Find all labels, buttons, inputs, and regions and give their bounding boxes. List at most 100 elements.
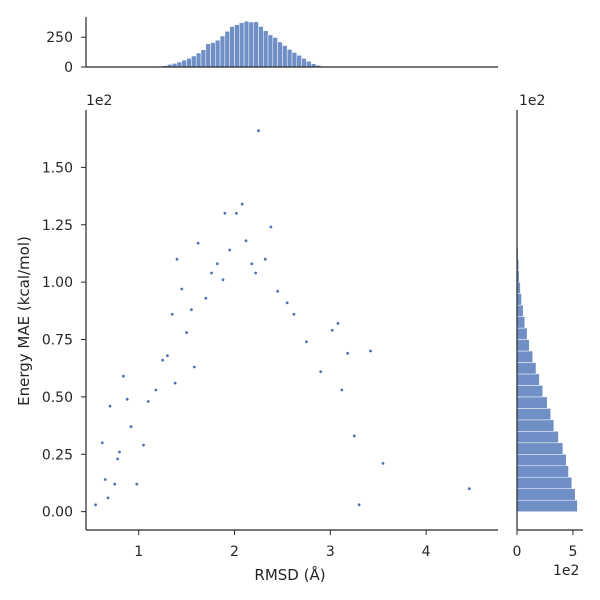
scatter-point: [223, 211, 227, 215]
top-histogram-bar: [215, 39, 221, 68]
scatter-point: [192, 365, 196, 369]
y-tick-label: 0.75: [42, 333, 73, 349]
scatter-point: [190, 308, 193, 312]
y-tick-label: 1.00: [42, 275, 73, 291]
scatter-point: [369, 349, 372, 353]
top-histogram-ticks: 0 250: [46, 30, 86, 76]
top-histogram-bar: [258, 26, 264, 68]
top-histogram-bar: [195, 52, 202, 68]
scatter-point: [106, 496, 110, 500]
scatter-panel: 1 2 3 4 0.00 0.25 0.50 0.75 1.00 1.25 1.50 1e2 RM…: [15, 93, 498, 584]
scatter-point: [319, 370, 323, 373]
right-histogram-bar: [516, 373, 540, 386]
top-histogram-bar: [200, 49, 207, 68]
scatter-point: [352, 434, 356, 438]
scatter-point: [180, 287, 184, 291]
scatter-point: [467, 487, 471, 491]
scatter-point: [196, 241, 200, 245]
scatter-point: [166, 354, 169, 357]
scatter-point: [113, 482, 117, 486]
top-histogram-bar: [239, 22, 245, 68]
right-histogram-bar: [516, 476, 573, 489]
right-x-tick-label: 5: [568, 544, 577, 560]
top-histogram-bar: [176, 61, 183, 68]
scatter-point: [173, 381, 177, 385]
right-histogram-bar: [516, 442, 564, 455]
main-x-ticks: 1 2 3 4: [134, 530, 431, 560]
y-tick-label: 0.25: [42, 447, 73, 463]
top-histogram-bar: [263, 30, 269, 68]
scatter-point: [250, 262, 254, 266]
top-histogram-bar: [253, 21, 259, 68]
top-histogram-bar: [291, 52, 298, 68]
top-histogram-bar: [191, 55, 197, 68]
x-tick-label: 1: [134, 544, 143, 560]
top-histogram-bar: [234, 24, 240, 68]
scatter-point: [257, 129, 260, 133]
scatter-point: [161, 358, 165, 362]
top-histogram-bar: [186, 58, 192, 68]
x-axis-label: RMSD (Å): [254, 565, 325, 584]
scatter-point: [276, 289, 279, 293]
scatter-point: [221, 278, 225, 282]
right-histogram-bar: [516, 316, 526, 329]
x-tick-label: 3: [326, 544, 335, 560]
right-histogram-bar: [516, 304, 524, 317]
top-histogram-bar: [205, 43, 211, 68]
scatter-point: [330, 328, 334, 332]
top-y-tick-label: 250: [46, 30, 73, 46]
scatter-point: [254, 271, 257, 275]
scatter-point: [340, 388, 344, 392]
scatter-point: [142, 443, 145, 447]
scatter-point: [336, 322, 340, 325]
scatter-point: [100, 441, 104, 445]
top-histogram-bar: [296, 55, 302, 68]
y-tick-label: 0.50: [42, 390, 73, 406]
scatter-point: [116, 457, 119, 461]
y-axis-label: Energy MAE (kcal/mol): [15, 236, 33, 406]
right-y-scale-label: 1e2: [519, 93, 545, 109]
right-x-tick-label: 0: [513, 544, 522, 560]
scatter-point: [292, 312, 296, 316]
right-histogram-bar: [516, 385, 543, 398]
scatter-point: [346, 351, 349, 355]
scatter-point: [381, 462, 385, 465]
scatter-point: [210, 271, 213, 275]
right-histogram-bar: [516, 419, 555, 432]
scatter-point: [125, 397, 129, 401]
right-histogram-bar: [516, 488, 576, 501]
scatter-point: [305, 340, 308, 344]
right-histogram-bars: [516, 190, 578, 512]
top-histogram-bar: [277, 41, 283, 68]
scatter-point: [269, 225, 273, 229]
scatter-point: [228, 248, 232, 252]
scatter-point: [204, 296, 208, 300]
x-tick-label: 4: [422, 544, 431, 560]
top-histogram-bar: [301, 58, 307, 68]
scatter-point: [263, 257, 267, 261]
scatter-point: [357, 503, 361, 507]
top-y-tick-label: 0: [64, 60, 73, 76]
scatter-point: [94, 503, 97, 507]
y-tick-label: 1.50: [42, 160, 73, 176]
top-histogram-bar: [219, 35, 226, 68]
scatter-point: [146, 400, 150, 403]
scatter-point: [175, 257, 179, 261]
scatter-point: [154, 388, 158, 392]
scatter-point: [103, 478, 107, 481]
scatter-point: [129, 425, 133, 429]
right-histogram-bar: [516, 408, 551, 421]
right-histogram-bar: [516, 396, 548, 409]
y-tick-label: 1.25: [42, 218, 73, 234]
top-histogram-bar: [229, 26, 235, 68]
top-histogram: 0 250: [46, 17, 498, 76]
scatter-points: [94, 129, 471, 507]
top-histogram-bar: [272, 37, 278, 68]
scatter-point: [215, 262, 219, 266]
top-histogram-bar: [224, 31, 230, 68]
right-histogram-bar: [516, 350, 533, 363]
right-histogram-bar: [516, 293, 522, 306]
top-histogram-bar: [282, 45, 288, 68]
